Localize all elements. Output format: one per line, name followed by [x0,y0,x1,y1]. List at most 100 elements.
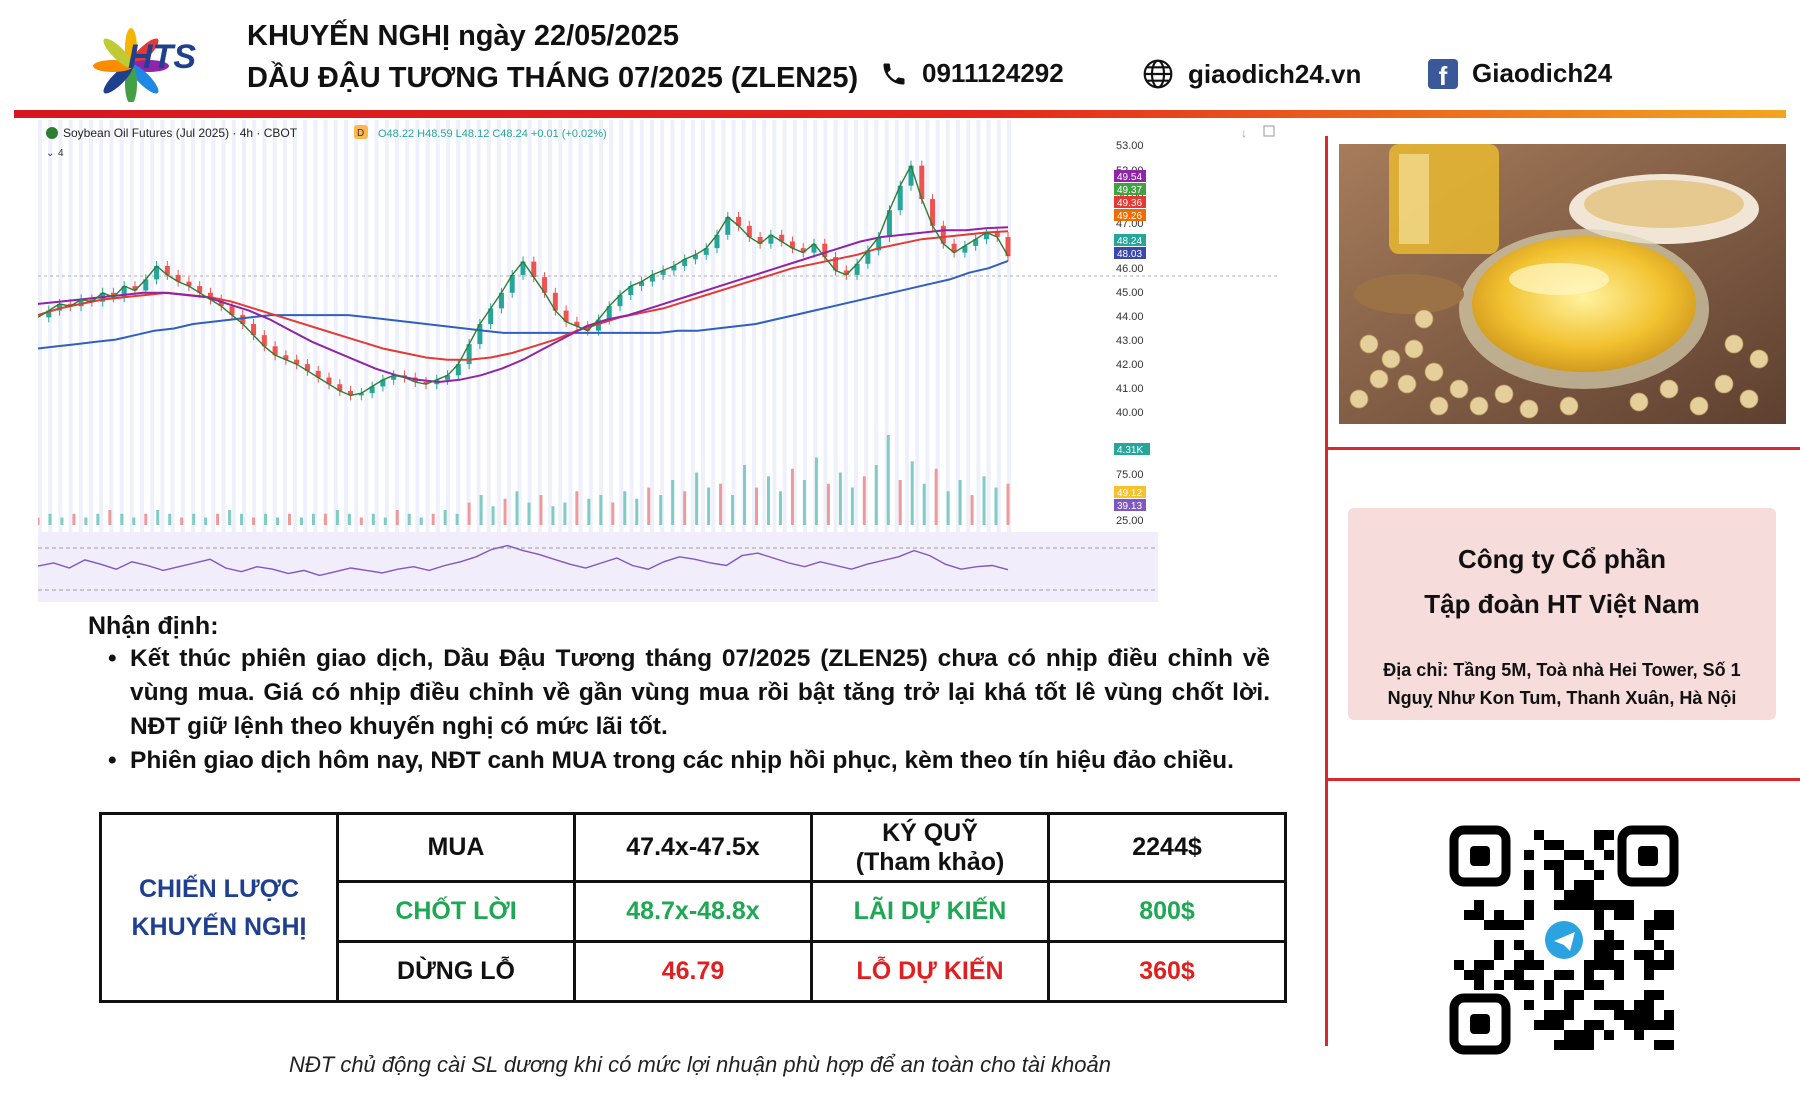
chart-stripe [894,120,899,532]
candle [757,237,763,244]
volume-bar [192,513,196,525]
qr-module [1574,880,1584,890]
price-tag-label: 49.26 [1117,211,1142,222]
volume-bar [371,513,375,525]
company-address: Địa chỉ: Tầng 5M, Toà nhà Hei Tower, Số … [1383,660,1741,708]
volume-bar [743,465,747,525]
take-profit-range: 48.7x-48.8x [573,880,813,943]
candle [445,375,451,380]
qr-module [1524,850,1534,860]
hts-logo-icon [93,28,169,102]
qr-module [1524,910,1534,920]
volume-bar [407,513,411,525]
expected-loss-label: LỖ DỰ KIẾN [810,940,1050,1003]
qr-module [1664,960,1674,970]
chart-stripe [670,120,675,532]
volume-bar [671,480,675,525]
phone-contact[interactable]: 0911124292 [880,58,1064,89]
chart-stripe [384,120,389,532]
qr-module [1524,880,1534,890]
candle [994,232,1000,237]
candle [574,321,580,327]
qr-module [1644,990,1654,1000]
price-tag-label: 48.24 [1117,236,1142,247]
facebook-link[interactable]: f Giaodich24 [1428,58,1612,89]
chart-stripe [303,120,308,532]
chart-stripe [956,120,960,532]
qr-module [1664,920,1674,930]
chart-stripe [986,120,991,532]
chart-stripe [38,120,42,532]
qr-module [1584,970,1594,980]
chart-stripe [48,120,53,532]
collapse-label: 4 [58,148,64,159]
qr-module [1504,970,1514,980]
chart-stripe [864,120,869,532]
candle [736,216,742,226]
company-name-line2: Tập đoàn HT Việt Nam [1424,589,1700,619]
chart-stripe [507,120,512,532]
qr-module [1564,900,1574,910]
qr-module [1584,980,1594,990]
chart-stripe [99,120,104,532]
margin-amount: 2244$ [1047,812,1287,883]
candle [509,274,515,293]
right-divider-1 [1328,447,1800,450]
chart-stripe [109,120,114,532]
qr-module [1594,870,1604,880]
qr-module [1494,950,1504,960]
chart-fullscreen-icon[interactable] [1263,125,1275,137]
candle [229,306,235,316]
y-tick-label: 40.00 [1116,407,1144,419]
qr-module [1594,840,1604,850]
candle [865,250,871,264]
volume-bar [922,483,926,525]
oscillator-line [38,544,1009,577]
chart-stripe [354,120,359,532]
qr-module [1594,910,1604,920]
candle [800,248,806,253]
volume-bar [934,468,938,525]
osc-tick-label: 75.00 [1116,469,1144,481]
qr-module [1544,1010,1554,1020]
website-link[interactable]: giaodich24.vn [1142,58,1361,90]
qr-module [1594,1020,1604,1030]
candle [585,326,591,331]
volume-bar [84,517,88,525]
volume-bar [814,457,818,525]
candle [973,239,979,246]
candle [520,261,526,275]
price-tag [1114,170,1146,182]
chart-stripe [639,120,644,532]
chart-stripe [905,120,909,532]
volume-bar [731,495,735,525]
website-url: giaodich24.vn [1188,58,1362,89]
candle [531,261,537,278]
volume-bar [419,517,423,525]
qr-module [1544,860,1554,870]
qr-module [1594,830,1604,840]
ma-blue-line [38,259,1009,350]
qr-module [1584,880,1594,890]
qr-module [1524,950,1534,960]
strategy-label-line2: KHUYẾN NGHỊ [131,912,307,941]
qr-module [1544,990,1554,1000]
price-chart[interactable]: 53.0052.0050.0047.0046.0045.0044.0043.00… [38,120,1318,602]
qr-module [1604,1000,1614,1010]
qr-module [1534,830,1544,840]
qr-module [1514,980,1524,990]
osc-tick-label: 25.00 [1116,515,1144,527]
candle [983,232,989,240]
qr-module [1614,1000,1624,1010]
qr-module [1634,950,1644,960]
volume-bar [132,517,136,525]
candle [477,324,483,345]
qr-module [1644,960,1654,970]
telegram-qr-code-icon[interactable] [1444,820,1684,1060]
volume-bar [563,502,567,525]
chart-stripe [415,120,420,532]
collapse-chevron-icon[interactable]: ⌄ [46,148,54,159]
qr-module [1564,1030,1574,1040]
candle [628,286,634,295]
chart-download-icon[interactable]: ↓ [1241,126,1247,140]
